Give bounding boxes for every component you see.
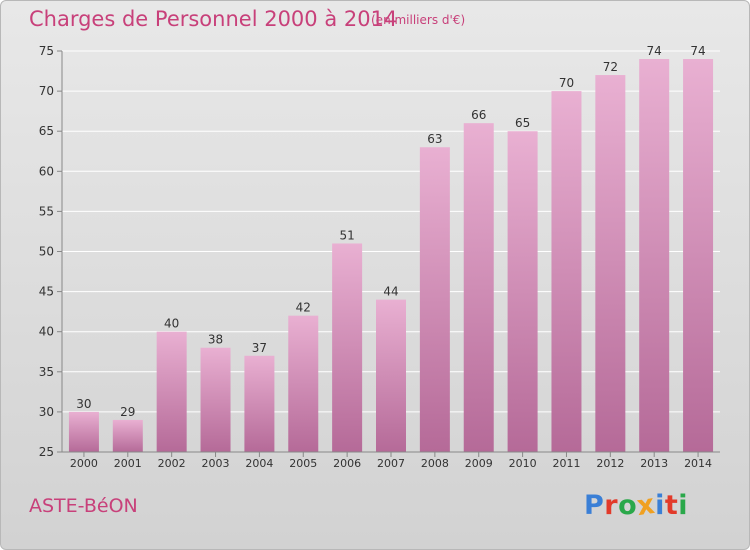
bar bbox=[639, 59, 670, 453]
x-tick-label: 2014 bbox=[684, 457, 712, 470]
y-tick-label: 75 bbox=[39, 44, 54, 58]
x-tick-label: 2004 bbox=[245, 457, 273, 470]
data-label: 38 bbox=[208, 333, 223, 347]
x-tick-label: 2003 bbox=[202, 457, 230, 470]
chart-unit-note: (en milliers d'€) bbox=[371, 13, 466, 27]
data-label: 30 bbox=[76, 397, 91, 411]
logo-letter: t bbox=[664, 490, 679, 521]
logo-letter: i bbox=[655, 490, 665, 521]
data-label: 44 bbox=[383, 285, 398, 299]
x-tick-label: 2002 bbox=[158, 457, 186, 470]
y-tick-label: 70 bbox=[39, 84, 54, 98]
bar bbox=[595, 75, 626, 452]
logo-letter: o bbox=[618, 490, 638, 521]
logo-letter: x bbox=[635, 488, 658, 523]
bar bbox=[68, 411, 99, 452]
bar bbox=[288, 315, 319, 452]
data-label: 74 bbox=[647, 44, 662, 58]
x-tick-label: 2012 bbox=[596, 457, 624, 470]
bar bbox=[244, 355, 275, 452]
data-label: 72 bbox=[603, 60, 618, 74]
data-label: 29 bbox=[120, 405, 135, 419]
data-label: 63 bbox=[427, 132, 442, 146]
data-label: 74 bbox=[690, 44, 705, 58]
data-label: 37 bbox=[252, 341, 267, 355]
x-tick-label: 2001 bbox=[114, 457, 142, 470]
y-tick-label: 35 bbox=[39, 365, 54, 379]
y-tick-label: 25 bbox=[39, 445, 54, 459]
bar bbox=[463, 123, 494, 453]
bar bbox=[683, 59, 714, 453]
x-tick-label: 2005 bbox=[289, 457, 317, 470]
x-tick-label: 2010 bbox=[509, 457, 537, 470]
y-tick-label: 55 bbox=[39, 204, 54, 218]
data-label: 40 bbox=[164, 317, 179, 331]
bar bbox=[419, 147, 450, 453]
x-tick-label: 2000 bbox=[70, 457, 98, 470]
data-label: 42 bbox=[296, 301, 311, 315]
y-tick-label: 50 bbox=[39, 245, 54, 259]
x-tick-label: 2007 bbox=[377, 457, 405, 470]
x-tick-label: 2009 bbox=[465, 457, 493, 470]
bar bbox=[332, 243, 363, 452]
data-label: 66 bbox=[471, 108, 486, 122]
data-label: 65 bbox=[515, 116, 530, 130]
bar bbox=[200, 347, 231, 452]
logo-letter: i bbox=[678, 490, 689, 521]
logo-letter: P bbox=[584, 490, 605, 521]
x-tick-label: 2011 bbox=[552, 457, 580, 470]
x-tick-label: 2006 bbox=[333, 457, 361, 470]
proxiti-logo: Proxiti bbox=[584, 488, 689, 523]
data-label: 51 bbox=[339, 228, 354, 242]
y-tick-label: 65 bbox=[39, 124, 54, 138]
bar bbox=[507, 131, 538, 452]
bar bbox=[112, 419, 143, 452]
y-tick-label: 45 bbox=[39, 285, 54, 299]
x-tick-label: 2013 bbox=[640, 457, 668, 470]
x-tick-label: 2008 bbox=[421, 457, 449, 470]
data-label: 70 bbox=[559, 76, 574, 90]
logo-letter: r bbox=[604, 490, 619, 521]
bar bbox=[156, 331, 187, 452]
bar bbox=[551, 91, 582, 452]
chart-title: Charges de Personnel 2000 à 2014 bbox=[29, 7, 398, 31]
y-tick-label: 40 bbox=[39, 325, 54, 339]
commune-name: ASTE-BéON bbox=[29, 495, 138, 517]
y-tick-label: 30 bbox=[39, 405, 54, 419]
bar bbox=[376, 299, 406, 452]
y-tick-label: 60 bbox=[39, 164, 54, 178]
